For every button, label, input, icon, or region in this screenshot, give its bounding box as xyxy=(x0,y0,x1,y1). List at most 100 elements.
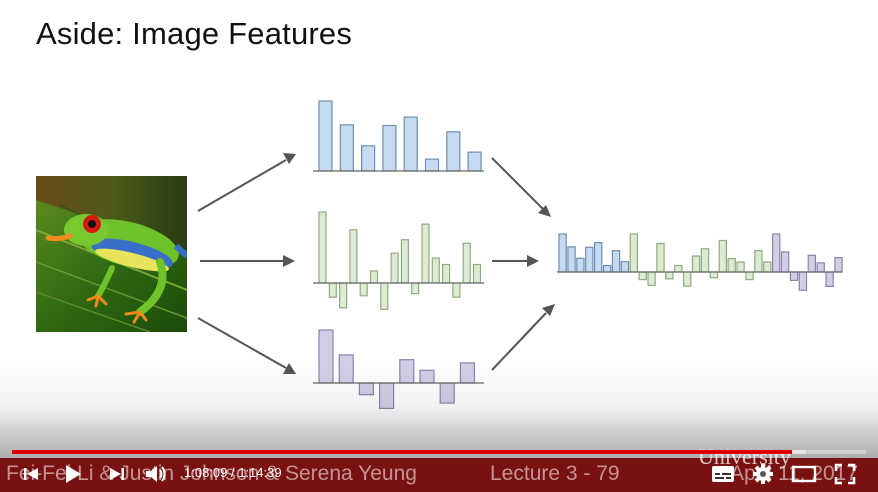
play-icon xyxy=(66,465,81,483)
histogram-bar xyxy=(318,329,334,384)
progress-played xyxy=(12,450,792,454)
settings-button[interactable] xyxy=(748,462,778,486)
histogram-bar xyxy=(431,257,440,284)
histogram-bar xyxy=(442,263,451,284)
feature-vector-bar xyxy=(727,258,736,273)
subtitles-icon xyxy=(712,466,734,482)
arrow-to-hist-2 xyxy=(200,255,295,267)
histogram-bar xyxy=(382,124,397,172)
feature-vector-bar xyxy=(602,264,612,273)
fullscreen-icon xyxy=(834,463,856,485)
feature-vector-bar xyxy=(576,257,585,273)
histogram-bar xyxy=(361,145,376,172)
feature-vector-bar xyxy=(700,248,710,273)
feature-vector-bar xyxy=(807,254,817,273)
feature-vector-bar xyxy=(691,255,701,273)
concatenated-feature-vector xyxy=(557,233,843,291)
feature-vector-bar xyxy=(638,271,647,281)
arrow-to-hist-3 xyxy=(197,317,296,374)
feature-vector-bar xyxy=(754,250,763,273)
feature-vector-bar xyxy=(780,251,790,273)
histograms xyxy=(313,100,843,409)
feature-vector-bar xyxy=(709,271,719,279)
arrow-from-hist-1 xyxy=(491,157,551,217)
arrow-to-hist-1 xyxy=(197,153,296,212)
slide-footer-lecture: Lecture 3 - 79 xyxy=(490,462,620,485)
feature-vector-bar xyxy=(718,239,728,273)
feature-vector-bar xyxy=(763,261,772,273)
feature-vector-bar xyxy=(585,246,594,273)
histogram-bar xyxy=(421,223,430,284)
histogram-bar xyxy=(358,382,374,396)
histogram-bar xyxy=(359,282,368,297)
settings-icon xyxy=(753,464,773,484)
feature-vector-bar xyxy=(736,261,745,273)
feature-vector-bar xyxy=(620,261,630,273)
arrow-from-hist-2 xyxy=(492,255,539,267)
slide-title: Aside: Image Features xyxy=(36,16,353,51)
previous-button[interactable] xyxy=(18,462,44,486)
frog-image xyxy=(36,176,187,332)
slide-footer-authors: Fei-Fei Li & Justin Johnson & Serena Yeu… xyxy=(6,462,417,485)
feature-vector-bar xyxy=(771,233,781,273)
progress-bar[interactable] xyxy=(12,450,866,454)
histogram-bar xyxy=(411,282,420,295)
histogram-bar xyxy=(349,229,358,284)
histogram-bar xyxy=(339,124,354,172)
histogram-bar xyxy=(462,242,471,284)
histogram-bar xyxy=(403,116,418,172)
feature-vector-bar xyxy=(611,250,621,273)
histogram-bar xyxy=(400,239,409,284)
feature-hist-1 xyxy=(313,100,484,172)
histogram-bar xyxy=(339,282,348,309)
feature-vector-bar xyxy=(745,271,754,281)
histogram-bar xyxy=(328,282,337,298)
histogram-bar xyxy=(380,282,389,310)
feature-vector-bar xyxy=(816,262,825,273)
histogram-bar xyxy=(369,270,379,284)
feature-vector-bar xyxy=(789,271,799,281)
subtitles-button[interactable] xyxy=(708,462,738,486)
feature-vector-bar xyxy=(656,242,665,273)
time-display: 1:08:09 / 1:14:39 xyxy=(184,465,282,480)
previous-icon xyxy=(24,468,38,480)
university-watermark: University xyxy=(698,444,791,469)
histogram-bar xyxy=(419,369,435,384)
histogram-bar xyxy=(379,382,395,409)
histogram-bar xyxy=(424,158,440,172)
feature-vector-bar xyxy=(825,271,834,287)
theater-icon xyxy=(791,465,817,483)
feature-vector-bar xyxy=(558,233,567,273)
feature-vector-bar xyxy=(834,257,843,273)
arrow-from-hist-3 xyxy=(491,304,555,371)
feature-vector-bar xyxy=(798,271,808,291)
histogram-bar xyxy=(467,151,482,172)
volume-button[interactable] xyxy=(142,462,170,486)
feature-vector-bar xyxy=(647,271,656,286)
feature-vector-bar xyxy=(674,264,683,273)
feature-vector-bar xyxy=(629,233,639,273)
volume-icon xyxy=(146,466,166,482)
next-button[interactable] xyxy=(104,462,130,486)
histogram-bar xyxy=(459,362,475,384)
histogram-bar xyxy=(318,100,333,172)
histogram-bar xyxy=(446,131,461,172)
feature-vector-bar xyxy=(682,271,692,287)
feature-hist-2 xyxy=(313,211,484,310)
histogram-bar xyxy=(472,263,482,284)
feature-vector-bar xyxy=(567,246,576,273)
feature-vector-bar xyxy=(593,242,603,273)
theater-mode-button[interactable] xyxy=(788,462,820,486)
histogram-bar xyxy=(439,382,455,404)
histogram-bar xyxy=(390,252,399,284)
fullscreen-button[interactable] xyxy=(830,462,860,486)
histogram-bar xyxy=(338,354,354,384)
feature-vector-bar xyxy=(665,271,674,280)
histogram-bar xyxy=(318,211,327,284)
next-icon xyxy=(110,468,124,480)
histogram-bar xyxy=(452,282,461,298)
histogram-bar xyxy=(399,359,415,384)
play-button[interactable] xyxy=(58,462,88,486)
